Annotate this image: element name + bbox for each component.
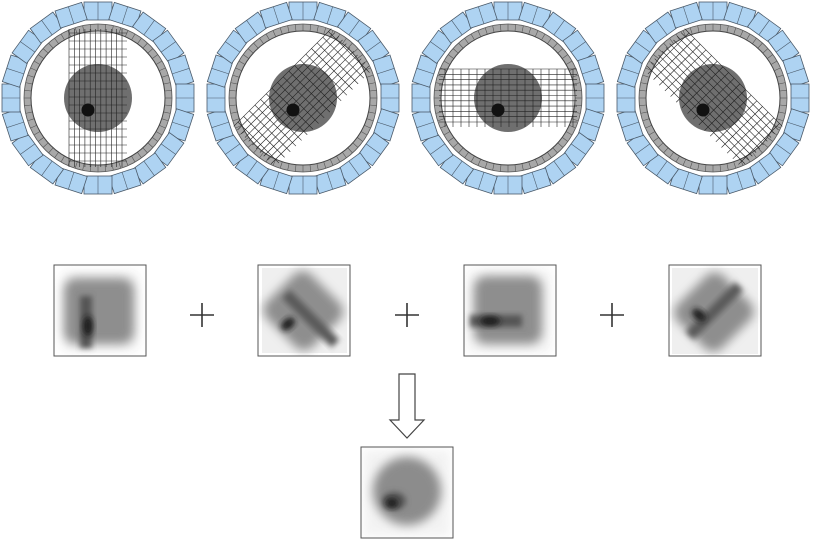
detector-block [288,1,318,21]
detector-block [54,1,88,29]
detector-block [723,1,757,29]
hot-spot [286,103,300,117]
detector-block [11,131,44,167]
detector-block [1,54,29,88]
detector-block [206,83,226,113]
plus-operator [395,303,419,327]
detector-block [167,54,195,88]
backprojection-image [668,264,762,357]
detector-block [259,1,293,29]
backprojection-image [257,264,351,357]
sum-arrow [388,373,426,439]
detector-block [206,108,234,142]
summed-reconstruction-image [360,446,454,539]
detector-block [782,54,810,88]
detector-block [493,175,523,195]
detector-block [493,1,523,21]
detector-block [288,175,318,195]
detector-block [616,83,636,113]
detector-block [411,108,439,142]
detector-block [464,1,498,29]
detector-block [585,83,605,113]
detector-block [790,83,810,113]
scanner-ring [206,1,400,195]
scanner-ring [411,1,605,195]
detector-block [372,54,400,88]
detector-block [518,167,552,195]
backprojection-image [463,264,557,357]
scanner-ring [1,1,195,195]
detector-block [83,1,113,21]
lor-bundle [233,28,370,164]
hot-spot [696,103,710,117]
detector-block [83,175,113,195]
scanner-ring [616,1,810,195]
detector-block [1,83,21,113]
detector-block [669,1,703,29]
hot-spot [81,103,95,117]
detector-block [411,83,431,113]
lor-bundle [68,29,127,167]
detector-block [108,167,142,195]
detector-block [380,83,400,113]
backprojection-image [53,264,147,357]
plus-operator [190,303,214,327]
detector-block [577,54,605,88]
detector-block [259,167,293,195]
detector-block [313,167,347,195]
detector-block [723,167,757,195]
lor-bundle [439,68,577,127]
detector-block [1,108,29,142]
hot-spot [491,103,505,117]
detector-block [698,1,728,21]
plus-operator [600,303,624,327]
detector-block [616,108,644,142]
detector-block [175,83,195,113]
detector-block [698,175,728,195]
